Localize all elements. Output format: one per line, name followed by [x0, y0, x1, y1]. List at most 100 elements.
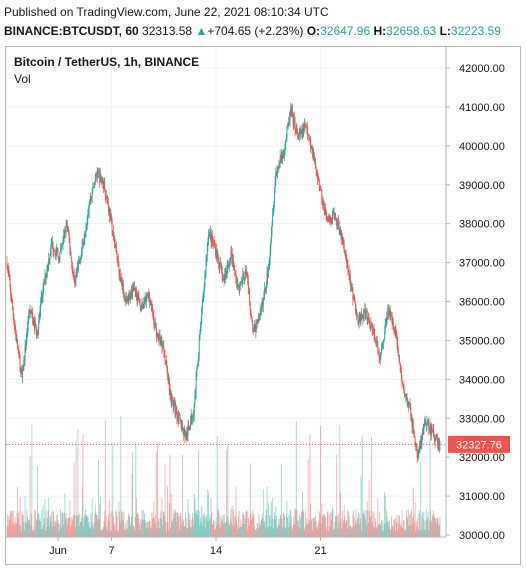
- candle-body: [63, 235, 65, 240]
- volume-bar: [202, 515, 204, 537]
- candle-body: [359, 314, 361, 321]
- candle-body: [402, 384, 404, 386]
- candle-body: [396, 330, 397, 338]
- volume-bar: [126, 519, 128, 537]
- volume-bar: [228, 520, 229, 537]
- candle-body: [373, 328, 375, 335]
- candle-body: [430, 426, 432, 436]
- volume-bar: [132, 525, 134, 537]
- candle-body: [231, 251, 233, 255]
- volume-bar: [235, 487, 237, 537]
- candle-body: [21, 370, 23, 378]
- candle-body: [422, 430, 424, 438]
- candle-body: [109, 214, 111, 218]
- volume-bar: [404, 530, 405, 537]
- volume-bar: [177, 513, 178, 537]
- volume-bar: [377, 523, 379, 537]
- volume-bar: [226, 449, 228, 537]
- candle-body: [310, 147, 312, 149]
- volume-bar: [379, 525, 381, 537]
- candle-body: [378, 351, 380, 358]
- candle-body: [251, 315, 252, 318]
- candle-body: [379, 357, 381, 360]
- candle-body: [71, 257, 73, 264]
- candle-body: [56, 248, 58, 250]
- volume-bar: [267, 527, 269, 537]
- volume-bar: [310, 503, 312, 537]
- candle-body: [394, 330, 396, 332]
- y-tick-label: 37000.00: [459, 258, 505, 270]
- volume-bar: [9, 510, 11, 537]
- candle-body: [14, 323, 15, 327]
- candle-body: [165, 359, 167, 366]
- candle-body: [433, 435, 435, 438]
- candle-body: [68, 230, 70, 234]
- volume-bar: [271, 519, 273, 537]
- volume-bar: [53, 520, 55, 537]
- volume-bar: [112, 442, 114, 537]
- volume-bar: [213, 519, 214, 537]
- volume-bar: [119, 522, 121, 537]
- volume-bar: [56, 515, 58, 537]
- volume-bar: [47, 509, 49, 537]
- volume-bar: [170, 493, 172, 537]
- volume-bar: [205, 517, 207, 537]
- candle-body: [136, 298, 138, 301]
- volume-bar: [252, 514, 254, 537]
- volume-bar: [190, 527, 191, 537]
- candle-body: [312, 153, 314, 156]
- candle-body: [87, 215, 89, 219]
- candle-body: [391, 315, 393, 324]
- candle-body: [135, 290, 137, 299]
- candle-body: [48, 258, 50, 261]
- volume-bar: [237, 529, 239, 537]
- volume-bar: [300, 517, 302, 537]
- volume-bar: [76, 516, 78, 537]
- volume-bar: [49, 517, 51, 537]
- candle-body: [283, 154, 285, 157]
- candle-body: [143, 304, 145, 308]
- candle-body: [96, 174, 98, 177]
- volume-bar: [73, 514, 75, 537]
- y-axis: 30000.00 31000.00 32000.00 33000.00 34000.00…: [445, 47, 505, 542]
- volume-bar: [189, 514, 191, 537]
- volume-bar: [280, 463, 282, 537]
- candle-body: [334, 213, 336, 215]
- volume-bar: [142, 519, 144, 537]
- volume-bar: [312, 530, 313, 537]
- volume-bar: [241, 523, 243, 537]
- volume-bar: [79, 513, 81, 537]
- candle-body: [421, 437, 423, 444]
- volume-bar: [58, 530, 60, 537]
- candle-body: [203, 292, 205, 296]
- last-price-tag: 32327.76: [448, 435, 510, 453]
- candle-body: [354, 301, 356, 312]
- candle-body: [389, 310, 391, 317]
- candle-body: [397, 350, 399, 357]
- candle-body: [22, 368, 24, 378]
- volume-bar: [128, 515, 130, 537]
- candle-body: [205, 272, 206, 275]
- volume-bar: [183, 526, 185, 537]
- candle-body: [364, 309, 366, 311]
- volume-bar: [298, 515, 300, 537]
- volume-bar: [225, 521, 227, 537]
- candle-body: [84, 236, 86, 239]
- volume-bar: [241, 526, 242, 537]
- volume-bar: [293, 516, 295, 537]
- candle-body: [195, 375, 197, 393]
- volume-bar: [116, 512, 117, 537]
- candle-body: [78, 262, 79, 270]
- volume-bar: [394, 518, 396, 537]
- volume-bar: [289, 509, 291, 537]
- volume-bar: [346, 519, 348, 537]
- candle-body: [134, 288, 135, 289]
- volume-bar: [46, 527, 48, 537]
- candle-body: [247, 276, 249, 283]
- candle-body: [18, 350, 20, 353]
- volume-bar: [40, 529, 42, 537]
- candle-body: [268, 266, 270, 268]
- volume-bar: [367, 510, 369, 537]
- volume-bar: [337, 528, 339, 537]
